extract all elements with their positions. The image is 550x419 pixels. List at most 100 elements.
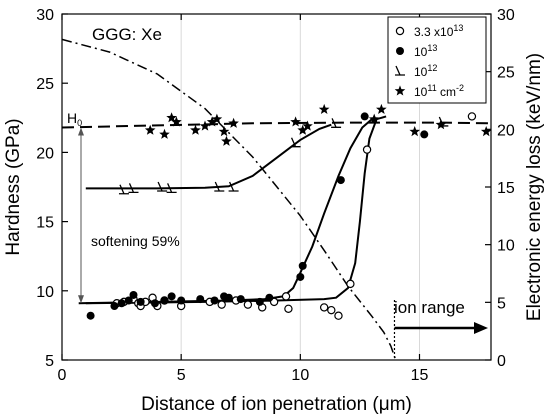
data-point-star (166, 112, 177, 123)
data-point-open-circle (243, 300, 253, 309)
data-point-filled-circle (210, 296, 219, 305)
data-point-star (376, 103, 387, 114)
legend-entry-exponent: 11 (427, 83, 436, 93)
data-point-filled-circle (224, 293, 233, 302)
data-point-filled-circle (236, 295, 245, 304)
data-point-half-triangle (118, 184, 129, 195)
data-point-filled-circle (420, 130, 429, 139)
legend-marker-star (394, 85, 406, 96)
y-left-tick-label: 20 (36, 145, 54, 162)
legend-entry: 1011 cm-2 (414, 83, 464, 99)
data-point-star (409, 126, 421, 137)
y-right-tick-label: 25 (497, 65, 515, 82)
data-point-open-circle (281, 292, 291, 301)
data-point-half-triangle (157, 181, 168, 192)
data-point-filled-circle (150, 299, 159, 308)
y-right-tick-label: 20 (497, 122, 515, 139)
x-tick-label: 10 (291, 367, 309, 384)
x-tick-label: 0 (58, 367, 67, 384)
data-point-open-circle (467, 112, 477, 121)
data-point-filled-circle (86, 311, 95, 320)
legend-box (387, 16, 487, 104)
data-point-half-triangle (214, 181, 225, 192)
data-point-filled-circle (265, 293, 274, 302)
legend-marker-open-circle (395, 26, 405, 36)
legend-entry-base: 10 (414, 65, 428, 79)
data-point-star (211, 113, 223, 124)
data-point-open-circle (284, 304, 293, 313)
fit-curve-solid (85, 123, 332, 190)
softening-label: softening 59% (91, 233, 180, 249)
data-point-open-circle (217, 300, 226, 309)
y-left-tick-label: 25 (36, 76, 54, 93)
data-point-filled-circle (160, 296, 169, 305)
sample-label: GGG: Xe (92, 25, 162, 44)
data-point-filled-circle (360, 112, 369, 121)
y-right-tick-label: 15 (497, 180, 515, 197)
data-point-filled-circle (129, 290, 138, 299)
data-point-star (144, 124, 156, 135)
data-point-filled-circle (117, 299, 126, 308)
data-point-filled-circle (336, 176, 345, 185)
y-left-tick-label: 15 (36, 215, 54, 232)
data-point-open-circle (319, 303, 329, 312)
data-point-filled-circle (167, 292, 176, 301)
x-tick-label: 15 (411, 367, 429, 384)
fit-curve-dash (61, 121, 492, 129)
fit-curve-dash-dot (61, 38, 397, 361)
data-point-half-triangle (128, 183, 139, 194)
legend-marker-half-triangle (395, 65, 405, 76)
fit-curve-solid (78, 118, 373, 305)
y-left-tick-label: 30 (36, 7, 54, 24)
legend-entry-base: 10 (414, 45, 428, 59)
data-point-filled-circle (136, 297, 145, 306)
y-left-tick-label: 10 (36, 284, 54, 301)
y-right-tick-label: 5 (497, 295, 506, 312)
y-left-tick-label: 5 (45, 353, 54, 370)
data-point-filled-circle (296, 272, 305, 281)
data-point-star (159, 128, 170, 139)
data-point-filled-circle (177, 296, 186, 305)
x-axis-label: Distance of ion penetration (μm) (141, 394, 412, 415)
data-points (86, 103, 492, 320)
data-point-open-circle (346, 279, 355, 289)
data-point-star (190, 124, 201, 135)
legend-entry-unit-exponent: -2 (456, 83, 464, 93)
softening-arrow-head-up (78, 127, 84, 136)
y-right-tick-label: 30 (497, 7, 515, 24)
data-point-filled-circle (110, 302, 119, 311)
data-point-star (318, 103, 330, 114)
data-point-open-circle (334, 311, 343, 320)
data-point-half-triangle (290, 137, 301, 148)
data-point-star (171, 116, 182, 127)
data-point-half-triangle (166, 183, 177, 194)
data-point-star (206, 116, 218, 127)
legend-entry: 1013 (414, 43, 437, 59)
data-point-half-triangle (228, 181, 239, 192)
y-axis-left-label: Hardness (GPa) (3, 118, 24, 255)
y-right-tick-label: 10 (497, 238, 515, 255)
data-point-star (302, 120, 313, 131)
legend-entry-base: 10 (414, 85, 428, 99)
legend-marker-filled-circle (396, 47, 404, 55)
legend-entry-base: 3.3 x10 (414, 25, 454, 39)
legend-entry-exponent: 12 (427, 63, 437, 73)
h0-subscript: 0 (77, 118, 82, 128)
legend-entry-exponent: 13 (453, 23, 463, 33)
data-point-star (228, 117, 239, 128)
data-point-star (199, 120, 211, 131)
ion-range-arrow-head (474, 322, 488, 334)
fit-curve-solid (85, 115, 387, 305)
legend-entry-exponent: 13 (427, 43, 437, 53)
data-point-star (221, 135, 232, 146)
ion-range-label: ion range (394, 298, 465, 317)
y-right-tick-label: 0 (497, 353, 506, 370)
data-point-star (435, 119, 447, 130)
h0-letter: H (67, 110, 77, 126)
softening-arrow-head-down (78, 295, 84, 304)
data-point-filled-circle (124, 296, 133, 305)
data-point-half-triangle (331, 118, 342, 128)
